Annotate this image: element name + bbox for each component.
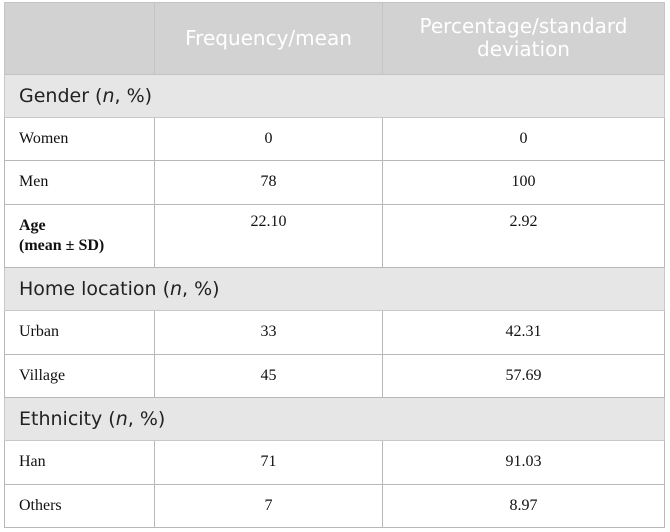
row-label-others: Others [4, 483, 155, 529]
table-row-age: Age (mean ± SD) 22.10 2.92 [4, 203, 665, 268]
cell-men-freq: 78 [154, 160, 383, 205]
header-empty-cell [4, 2, 155, 75]
header-percentage-line2: deviation [477, 37, 570, 62]
cell-village-freq: 45 [154, 353, 383, 398]
cell-han-pct: 91.03 [382, 440, 665, 485]
row-label-men: Men [4, 160, 155, 205]
table-row-men: Men 78 100 [4, 160, 665, 205]
header-frequency-mean: Frequency/mean [154, 2, 383, 75]
age-label-line2: (mean ± SD) [19, 236, 105, 254]
cell-age-mean: 22.10 [154, 203, 383, 268]
table-row-urban: Urban 33 42.31 [4, 310, 665, 355]
row-label-village: Village [4, 353, 155, 398]
table-header-row: Frequency/mean Percentage/standard devia… [4, 2, 665, 75]
cell-women-freq: 0 [154, 116, 383, 162]
table-row-han: Han 71 91.03 [4, 440, 665, 485]
section-row-gender: Gender (n, %) [4, 73, 665, 118]
cell-village-pct: 57.69 [382, 353, 665, 398]
table-row-others: Others 7 8.97 [4, 483, 665, 529]
cell-others-pct: 8.97 [382, 483, 665, 529]
row-label-han: Han [4, 440, 155, 485]
row-label-urban: Urban [4, 310, 155, 355]
cell-others-freq: 7 [154, 483, 383, 529]
cell-age-sd: 2.92 [382, 203, 665, 268]
cell-urban-pct: 42.31 [382, 310, 665, 355]
cell-han-freq: 71 [154, 440, 383, 485]
header-percentage-sd: Percentage/standard deviation [382, 2, 665, 75]
demographics-table: Frequency/mean Percentage/standard devia… [4, 2, 665, 529]
section-label-home-location: Home location (n, %) [4, 266, 665, 312]
cell-urban-freq: 33 [154, 310, 383, 355]
section-label-ethnicity: Ethnicity (n, %) [4, 396, 665, 442]
section-row-home-location: Home location (n, %) [4, 266, 665, 312]
header-percentage-line1: Percentage/standard [419, 14, 628, 39]
section-row-ethnicity: Ethnicity (n, %) [4, 396, 665, 442]
row-label-women: Women [4, 116, 155, 162]
section-label-gender: Gender (n, %) [4, 73, 665, 118]
table-row-village: Village 45 57.69 [4, 353, 665, 398]
age-label-line1: Age [19, 216, 46, 234]
cell-men-pct: 100 [382, 160, 665, 205]
cell-women-pct: 0 [382, 116, 665, 162]
row-label-age: Age (mean ± SD) [4, 203, 155, 268]
table-row-women: Women 0 0 [4, 116, 665, 162]
